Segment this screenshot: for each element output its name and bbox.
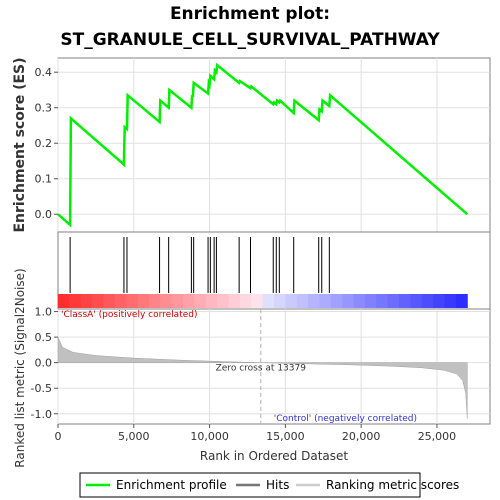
heat-band [274,294,286,308]
heat-band [399,294,411,308]
es-y-tick-label: 0.0 [35,208,53,221]
heat-band [376,294,389,308]
heat-band [137,294,150,308]
heat-band [103,294,116,308]
positive-class-label: 'ClassA' (positively correlated) [61,310,198,320]
metric-y-ticks: 1.0 0.5 0.0 -0.5 -1.0 [31,306,58,421]
chart-title-line2: ST_GRANULE_CELL_SURVIVAL_PATHWAY [60,30,440,50]
x-tick-label: 15,000 [266,430,305,443]
heat-band [308,294,320,308]
x-tick-label: 5,000 [118,430,150,443]
heat-band [69,294,82,308]
heat-band [251,294,264,308]
heat-band [217,294,230,308]
heat-band [410,294,423,308]
rank-heat-bar [58,294,468,308]
x-ticks: 0 5,000 10,000 15,000 20,000 25,000 [55,424,457,443]
x-tick-label: 10,000 [190,430,229,443]
heat-band [114,294,127,308]
x-axis-label: Rank in Ordered Dataset [200,449,348,463]
zero-cross-label: Zero cross at 13379 [216,364,307,374]
heat-band [433,294,446,308]
heat-band [296,294,309,308]
es-panel-frame [57,57,491,233]
metric-y-tick-label: -0.5 [31,382,52,395]
legend-enrichment-label: Enrichment profile [116,478,227,492]
heat-band [285,294,298,308]
es-y-tick-label: 0.4 [35,66,53,79]
heat-band [205,294,218,308]
x-tick-label: 25,000 [418,430,457,443]
metric-y-tick-label: 1.0 [35,306,53,319]
legend-metric-label: Ranking metric scores [326,478,459,492]
es-grid [57,58,490,232]
heat-band [239,294,252,308]
enrichment-profile-line [57,62,469,228]
es-y-tick-label: 0.3 [35,102,53,115]
metric-y-tick-label: 0.5 [35,331,53,344]
legend-box [79,472,421,498]
heat-band [444,294,457,308]
ranking-metric-area [57,336,468,419]
heat-band [387,294,400,308]
es-axis-label: Enrichment score (ES) [12,57,28,232]
es-y-tick-label: 0.1 [35,173,53,186]
negative-class-label: 'Control' (negatively correlated) [274,414,417,424]
heat-band [80,294,93,308]
heat-band [455,294,468,308]
metric-y-tick-label: 0.0 [35,357,53,370]
heat-band [262,294,275,308]
x-tick-label: 0 [55,430,62,443]
metric-y-tick-label: -1.0 [31,408,52,421]
heat-band [330,294,343,308]
metric-axis-label: Ranked list metric (Signal2Noise) [13,268,27,467]
heat-band [228,294,241,308]
heat-band [364,294,377,308]
heat-band [160,294,173,308]
heat-band [421,294,434,308]
hit-marks [69,237,330,293]
es-y-tick-label: 0.2 [35,137,53,150]
heat-band [58,294,70,308]
x-tick-label: 20,000 [342,430,381,443]
heat-band [126,294,139,308]
chart-title-line1: Enrichment plot: [170,4,330,24]
legend: Enrichment profile Hits Ranking metric s… [79,472,459,498]
heat-band [92,294,104,308]
heat-band [353,294,366,308]
heat-band [319,294,332,308]
heat-band [183,294,195,308]
heat-band [171,294,184,308]
heat-band [194,294,207,308]
es-y-ticks: 0.0 0.1 0.2 0.3 0.4 [35,66,58,221]
legend-hits-label: Hits [266,478,289,492]
heat-band [148,294,161,308]
heat-band [342,294,355,308]
